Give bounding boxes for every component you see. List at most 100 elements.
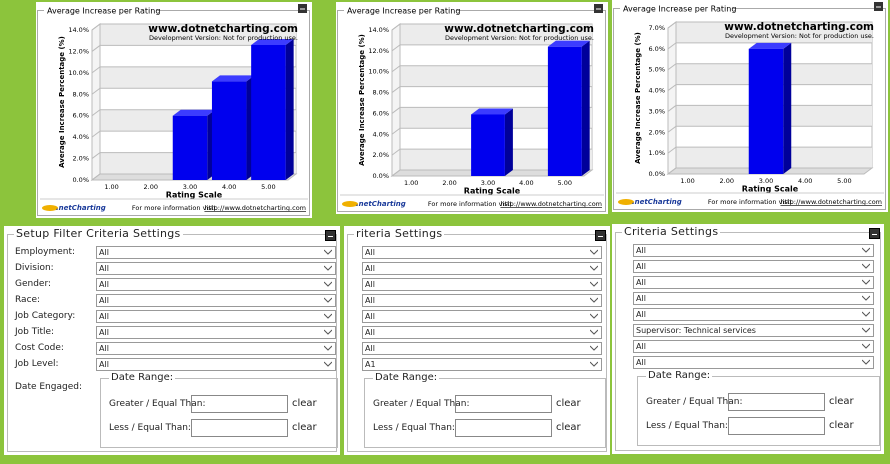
dropdown-value: All: [365, 280, 375, 289]
dropdown[interactable]: All: [362, 342, 602, 355]
clear-link[interactable]: clear: [829, 396, 854, 407]
grid-line: [667, 21, 872, 29]
minimize-button[interactable]: [869, 228, 880, 239]
dropdown[interactable]: All: [96, 294, 336, 307]
chevron: [862, 247, 870, 253]
footer-link[interactable]: http://www.dotnetcharting.com: [204, 204, 306, 212]
footer-logo: .netCharting: [56, 204, 106, 212]
clear-link[interactable]: clear: [292, 422, 317, 433]
chevron: [862, 295, 870, 301]
dropdown-value: A1: [365, 360, 376, 369]
dropdown-arrow: [590, 313, 598, 319]
chevron: [324, 249, 332, 255]
date-range-legend: Date Range:: [373, 372, 440, 383]
dropdown[interactable]: All: [633, 276, 874, 289]
x-tick-label: 1.00: [104, 183, 118, 191]
date-input[interactable]: [191, 419, 288, 437]
minimize-button[interactable]: [595, 230, 606, 241]
panel-border: [613, 8, 886, 210]
date-input[interactable]: [455, 395, 552, 413]
field-label: Gender:: [15, 279, 52, 289]
dropdown[interactable]: All: [633, 356, 874, 369]
chevron: [590, 313, 598, 319]
dropdown[interactable]: All: [96, 358, 336, 371]
chevron: [590, 361, 598, 367]
y-axis-label: Average Increase Percentage (%): [634, 32, 642, 164]
y-tick-label: 4.0%: [648, 87, 665, 95]
grid-line: [391, 148, 592, 156]
y-tick-label: 12.0%: [68, 47, 89, 55]
dropdown[interactable]: All: [96, 246, 336, 259]
date-input[interactable]: [728, 417, 825, 435]
clear-link[interactable]: clear: [556, 422, 581, 433]
chevron: [324, 345, 332, 351]
clear-link[interactable]: clear: [292, 398, 317, 409]
dropdown-arrow: [324, 281, 332, 287]
chevron: [862, 327, 870, 333]
chevron: [590, 329, 598, 335]
dropdown[interactable]: All: [633, 292, 874, 305]
dropdown-arrow: [324, 345, 332, 351]
clear-link[interactable]: clear: [556, 398, 581, 409]
watermark-note: Development Version: Not for production …: [149, 34, 298, 42]
grid-line: [391, 106, 592, 114]
dropdown[interactable]: All: [362, 310, 602, 323]
dropdown[interactable]: All: [96, 342, 336, 355]
clear-link[interactable]: clear: [829, 420, 854, 431]
grid-line: [667, 146, 872, 154]
dropdown[interactable]: All: [362, 262, 602, 275]
y-tick-label: 8.0%: [372, 89, 389, 97]
y-tick-label: 1.0%: [648, 149, 665, 157]
dropdown[interactable]: All: [362, 278, 602, 291]
dropdown[interactable]: All: [96, 326, 336, 339]
chevron: [324, 361, 332, 367]
grid-line: [667, 42, 872, 50]
dropdown-value: All: [99, 360, 109, 369]
dropdown-arrow: [324, 249, 332, 255]
field-label: Race:: [15, 295, 41, 305]
dropdown[interactable]: All: [362, 294, 602, 307]
dropdown[interactable]: All: [96, 278, 336, 291]
dropdown-arrow: [590, 361, 598, 367]
footer-link[interactable]: http://www.dotnetcharting.com: [780, 198, 882, 206]
dropdown[interactable]: All: [96, 310, 336, 323]
dropdown[interactable]: All: [633, 340, 874, 353]
dropdown[interactable]: All: [362, 246, 602, 259]
grid-line: [391, 169, 592, 177]
grid-band: [100, 24, 296, 46]
dropdown-arrow: [590, 329, 598, 335]
dropdown[interactable]: A1: [362, 358, 602, 371]
dropdown-arrow: [862, 327, 870, 333]
chart: Average Increase per Rating 0.0% 2.0% 4.0% 6…: [337, 4, 606, 212]
dropdown[interactable]: All: [633, 260, 874, 273]
dropdown[interactable]: All: [633, 308, 874, 321]
dropdown[interactable]: All: [96, 262, 336, 275]
chevron: [324, 297, 332, 303]
title-bg: [344, 4, 456, 16]
bar: [471, 114, 505, 176]
date-input[interactable]: [191, 395, 288, 413]
footer-text: For more information visit: [132, 204, 217, 212]
dropdown-value: Supervisor: Technical services: [636, 326, 756, 335]
filter-panel: riteria Settings All All All All All All All A1 D…: [344, 226, 610, 455]
date-input[interactable]: [455, 419, 552, 437]
title-bg: [44, 4, 156, 16]
minimize-button[interactable]: [325, 230, 336, 241]
dropdown-value: All: [365, 328, 375, 337]
footer-link[interactable]: http://www.dotnetcharting.com: [500, 200, 602, 208]
y-tick-label: 2.0%: [72, 155, 89, 163]
grid-line: [91, 23, 296, 31]
dropdown-arrow: [862, 263, 870, 269]
chart-panel: Average Increase per Rating 0.0% 1.0% 2.0% 3…: [612, 0, 888, 212]
dropdown[interactable]: All: [362, 326, 602, 339]
dropdown[interactable]: All: [633, 244, 874, 257]
date-row-label: Greater / Equal Than:: [109, 399, 206, 409]
dropdown[interactable]: Supervisor: Technical services: [633, 324, 874, 337]
watermark-note: Development Version: Not for production …: [725, 32, 874, 40]
panel-border: [337, 10, 606, 212]
left-wall: [391, 23, 401, 177]
dropdown-arrow: [862, 311, 870, 317]
date-input[interactable]: [728, 393, 825, 411]
bar-side: [504, 108, 513, 176]
dropdown-value: All: [365, 312, 375, 321]
